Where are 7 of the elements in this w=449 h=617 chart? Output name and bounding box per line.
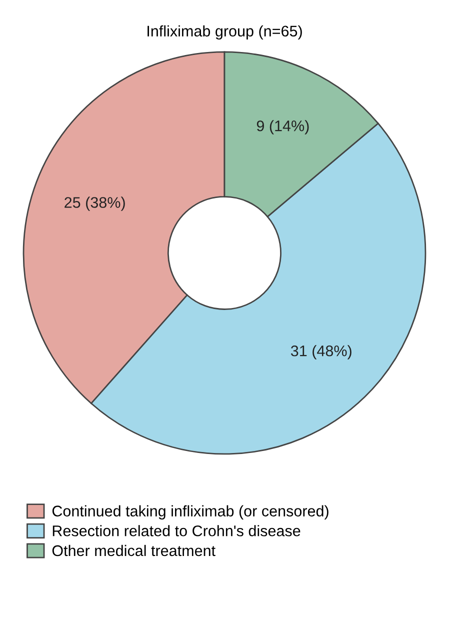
data-label: 9 (14%) — [256, 120, 309, 134]
data-label: 25 (38%) — [64, 196, 125, 211]
data-label: 31 (48%) — [290, 345, 352, 360]
legend-label: Continued taking infliximab (or censored) — [52, 505, 328, 520]
legend-label: Other medical treatment — [52, 544, 216, 556]
chart-title: Infliximab group (n=65) — [148, 25, 302, 40]
legend-label: Resection related to Crohn's disease — [52, 525, 300, 536]
